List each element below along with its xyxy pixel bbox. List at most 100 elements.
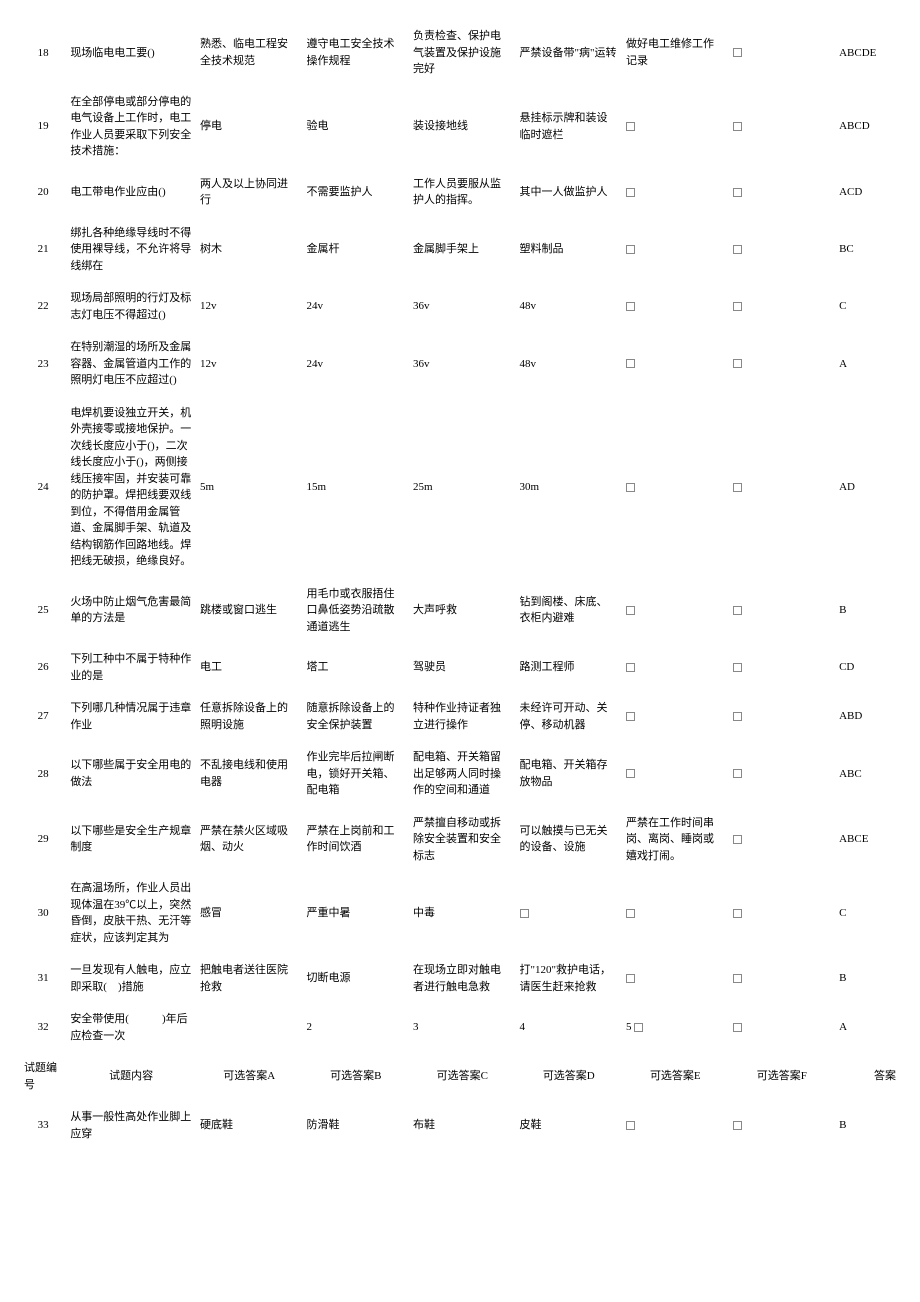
row-opt-e xyxy=(622,168,729,217)
row-opt-c: 大声呼救 xyxy=(409,578,516,644)
row-opt-c: 25m xyxy=(409,397,516,578)
row-num: 24 xyxy=(20,397,66,578)
row-question: 安全带使用( )年后应检查一次 xyxy=(66,1003,196,1052)
row-opt-a: 树木 xyxy=(196,217,303,283)
row-opt-b: 金属杆 xyxy=(303,217,410,283)
row-opt-f xyxy=(729,1003,836,1052)
row-opt-f xyxy=(729,692,836,741)
row-answer: ACD xyxy=(835,168,900,217)
row-opt-b: 随意拆除设备上的安全保护装置 xyxy=(303,692,410,741)
row-opt-a: 12v xyxy=(196,331,303,397)
hdr-c: 可选答案C xyxy=(409,1052,516,1101)
table-row: 23在特别潮湿的场所及金属容器、金属管道内工作的照明灯电压不应超过()12v24… xyxy=(20,331,900,397)
row-question: 从事一般性高处作业脚上应穿 xyxy=(66,1101,196,1150)
row-opt-c: 36v xyxy=(409,331,516,397)
table-row: 19在全部停电或部分停电的电气设备上工作时，电工作业人员要采取下列安全技术措施：… xyxy=(20,86,900,168)
row-num: 20 xyxy=(20,168,66,217)
row-opt-a: 熟悉、临电工程安全技术规范 xyxy=(196,20,303,86)
row-opt-d: 打"120"救护电话，请医生赶来抢救 xyxy=(516,954,623,1003)
table-row: 20电工带电作业应由()两人及以上协同进行不需要监护人工作人员要服从监护人的指挥… xyxy=(20,168,900,217)
row-answer: C xyxy=(835,872,900,954)
table-row: 32安全带使用( )年后应检查一次2345 A xyxy=(20,1003,900,1052)
row-opt-f xyxy=(729,872,836,954)
row-question: 现场临电电工要() xyxy=(66,20,196,86)
hdr-b: 可选答案B xyxy=(303,1052,410,1101)
row-num: 29 xyxy=(20,807,66,873)
row-opt-d: 未经许可开动、关停、移动机器 xyxy=(516,692,623,741)
row-opt-d: 48v xyxy=(516,331,623,397)
row-opt-c: 配电箱、开关箱留出足够两人同时操作的空间和通道 xyxy=(409,741,516,807)
checkbox-icon xyxy=(733,302,742,311)
checkbox-icon xyxy=(626,302,635,311)
row-num: 18 xyxy=(20,20,66,86)
row-opt-a: 5m xyxy=(196,397,303,578)
row-opt-f xyxy=(729,643,836,692)
row-opt-e xyxy=(622,954,729,1003)
row-opt-d xyxy=(516,872,623,954)
row-opt-a: 把触电者送往医院抢救 xyxy=(196,954,303,1003)
exam-table: 18现场临电电工要()熟悉、临电工程安全技术规范遵守电工安全技术操作规程负责检查… xyxy=(20,20,900,1150)
row-opt-c: 中毒 xyxy=(409,872,516,954)
row-opt-b: 遵守电工安全技术操作规程 xyxy=(303,20,410,86)
row-opt-e xyxy=(622,331,729,397)
row-opt-a: 电工 xyxy=(196,643,303,692)
row-opt-b: 防滑鞋 xyxy=(303,1101,410,1150)
row-question: 绑扎各种绝缘导线时不得使用裸导线，不允许将导线绑在 xyxy=(66,217,196,283)
row-opt-d: 4 xyxy=(516,1003,623,1052)
checkbox-icon xyxy=(626,663,635,672)
checkbox-icon xyxy=(733,606,742,615)
hdr-ans: 答案 xyxy=(835,1052,900,1101)
row-answer: ABD xyxy=(835,692,900,741)
checkbox-icon xyxy=(733,48,742,57)
row-opt-a: 感冒 xyxy=(196,872,303,954)
row-opt-f xyxy=(729,397,836,578)
row-opt-c: 在现场立即对触电者进行触电急救 xyxy=(409,954,516,1003)
row-opt-a: 12v xyxy=(196,282,303,331)
row-answer: C xyxy=(835,282,900,331)
table-row: 25火场中防止烟气危害最简单的方法是跳楼或窗口逃生用毛巾或衣服捂住口鼻低姿势沿疏… xyxy=(20,578,900,644)
row-opt-b: 2 xyxy=(303,1003,410,1052)
checkbox-icon xyxy=(733,1023,742,1032)
row-opt-c: 布鞋 xyxy=(409,1101,516,1150)
table-row: 27下列哪几种情况属于违章作业任意拆除设备上的照明设施随意拆除设备上的安全保护装… xyxy=(20,692,900,741)
row-answer: AD xyxy=(835,397,900,578)
row-opt-b: 24v xyxy=(303,331,410,397)
row-opt-b: 严禁在上岗前和工作时间饮酒 xyxy=(303,807,410,873)
table-header: 试题编号 试题内容 可选答案A 可选答案B 可选答案C 可选答案D 可选答案E … xyxy=(20,1052,900,1101)
row-opt-d: 配电箱、开关箱存放物品 xyxy=(516,741,623,807)
row-opt-a: 严禁在禁火区域吸烟、动火 xyxy=(196,807,303,873)
row-opt-c: 金属脚手架上 xyxy=(409,217,516,283)
row-opt-d: 严禁设备带"病"运转 xyxy=(516,20,623,86)
row-num: 30 xyxy=(20,872,66,954)
hdr-num: 试题编号 xyxy=(20,1052,66,1101)
checkbox-icon xyxy=(733,1121,742,1130)
checkbox-icon xyxy=(626,122,635,131)
row-question: 下列工种中不属于特种作业的是 xyxy=(66,643,196,692)
checkbox-icon xyxy=(626,974,635,983)
row-opt-f xyxy=(729,807,836,873)
row-num: 27 xyxy=(20,692,66,741)
table-row: 30在高温场所，作业人员出现体温在39℃以上，突然昏倒，皮肤干热、无汗等症状，应… xyxy=(20,872,900,954)
row-opt-b: 严重中暑 xyxy=(303,872,410,954)
row-opt-c: 特种作业持证者独立进行操作 xyxy=(409,692,516,741)
row-opt-d: 48v xyxy=(516,282,623,331)
row-question: 在高温场所，作业人员出现体温在39℃以上，突然昏倒，皮肤干热、无汗等症状，应该判… xyxy=(66,872,196,954)
checkbox-icon xyxy=(733,122,742,131)
row-answer: ABCDE xyxy=(835,20,900,86)
row-opt-a: 不乱接电线和使用电器 xyxy=(196,741,303,807)
row-num: 31 xyxy=(20,954,66,1003)
checkbox-icon xyxy=(733,245,742,254)
table-row: 29以下哪些是安全生产规章制度严禁在禁火区域吸烟、动火严禁在上岗前和工作时间饮酒… xyxy=(20,807,900,873)
table-row: 21绑扎各种绝缘导线时不得使用裸导线，不允许将导线绑在树木金属杆金属脚手架上塑料… xyxy=(20,217,900,283)
row-question: 以下哪些属于安全用电的做法 xyxy=(66,741,196,807)
table-row: 28以下哪些属于安全用电的做法不乱接电线和使用电器作业完毕后拉闸断电，锁好开关箱… xyxy=(20,741,900,807)
row-opt-e xyxy=(622,397,729,578)
row-opt-b: 不需要监护人 xyxy=(303,168,410,217)
row-num: 28 xyxy=(20,741,66,807)
hdr-d: 可选答案D xyxy=(516,1052,623,1101)
checkbox-icon xyxy=(733,769,742,778)
row-opt-b: 验电 xyxy=(303,86,410,168)
checkbox-icon xyxy=(626,712,635,721)
row-opt-d: 30m xyxy=(516,397,623,578)
row-opt-d: 钻到阁楼、床底、衣柜内避难 xyxy=(516,578,623,644)
